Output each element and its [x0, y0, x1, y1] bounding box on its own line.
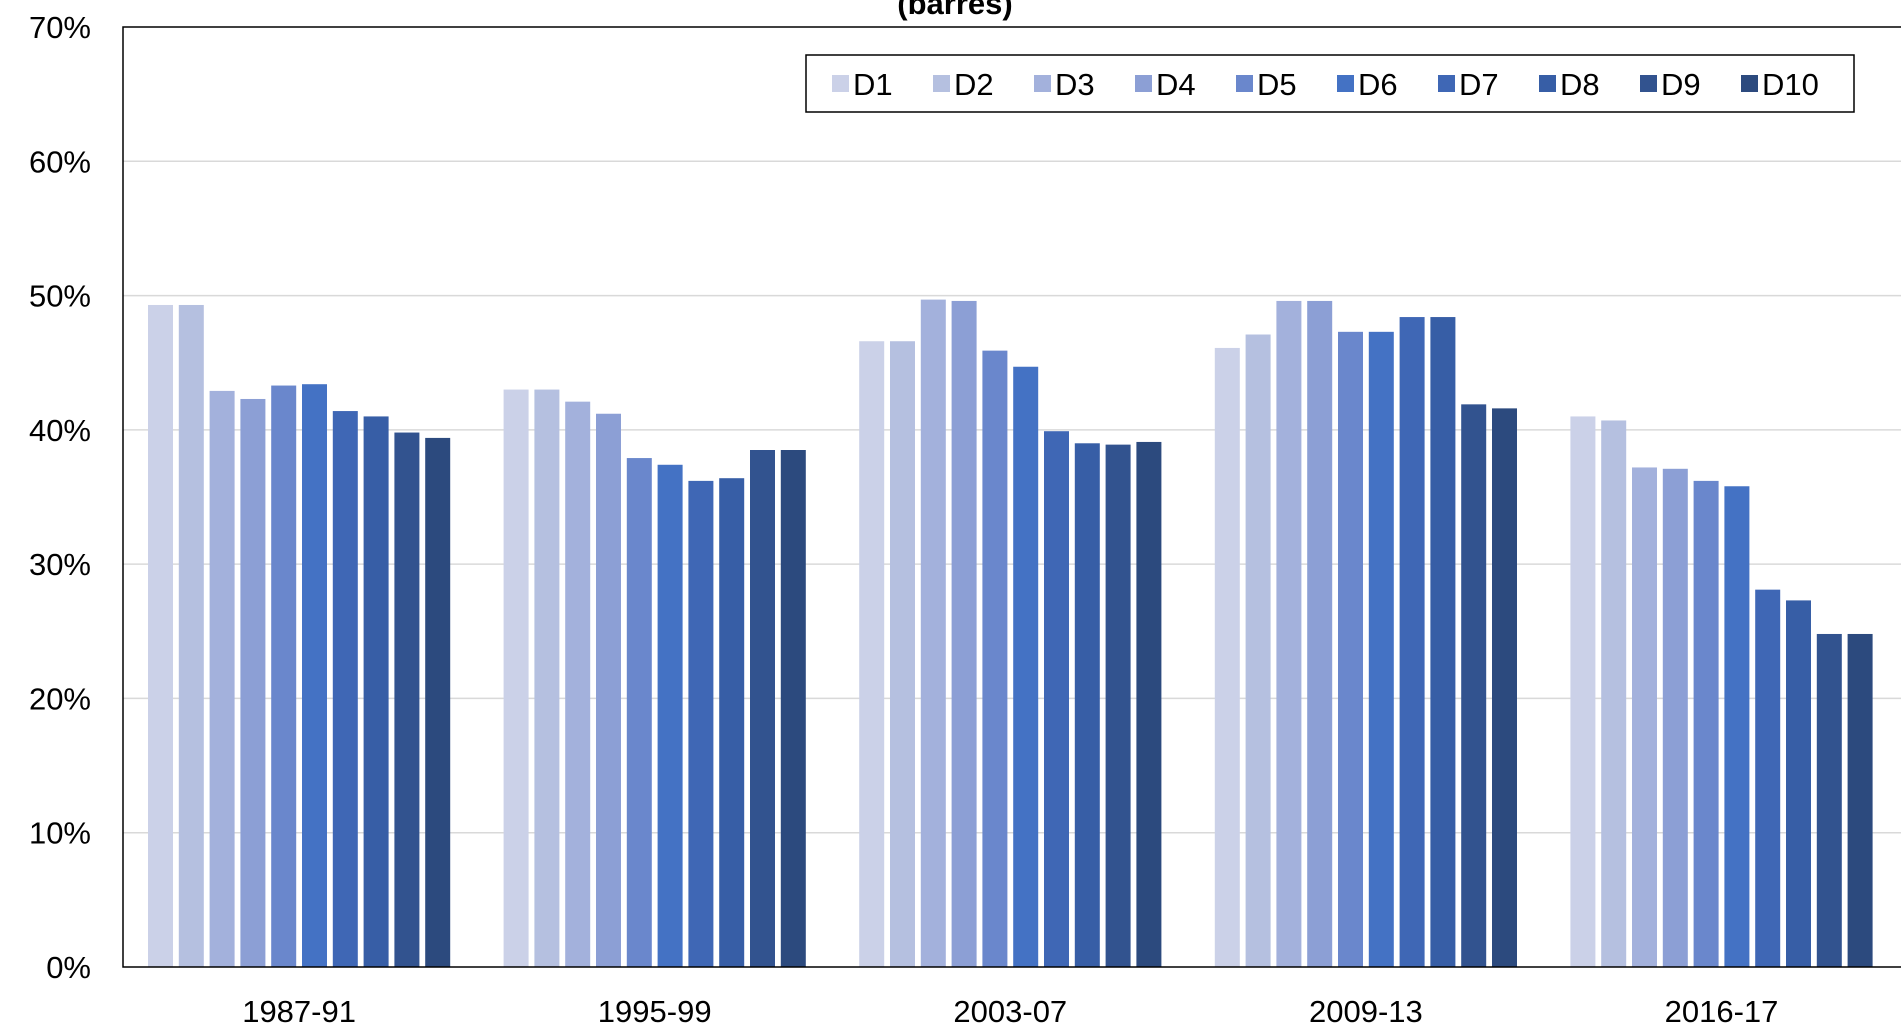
bar-d4-2009-13: [1307, 300, 1333, 967]
legend-swatch-d5: [1236, 75, 1253, 92]
legend-swatch-d10: [1741, 75, 1758, 92]
y-tick-label: 30%: [29, 547, 91, 582]
bar-d9-1987-91: [394, 432, 420, 967]
bar-d5-1995-99: [626, 458, 652, 967]
bar-d3-2016-17: [1632, 467, 1657, 967]
bar-d1-2009-13: [1214, 347, 1240, 967]
bar-d6-2009-13: [1368, 331, 1394, 967]
legend-swatch-d6: [1337, 75, 1354, 92]
x-axis-category-labels: 1987-91 1995-99 2003-07 2009-13 2016-17: [242, 994, 1779, 1029]
x-tick-label: 1987-91: [242, 994, 356, 1028]
plot-area-frame: [122, 26, 1901, 968]
bar-d6-2003-07: [1013, 366, 1039, 967]
bar-d7-2009-13: [1399, 317, 1425, 967]
bar-d3-1987-91: [209, 390, 235, 967]
legend-swatch-d2: [933, 75, 950, 92]
legend-swatch-d1: [832, 75, 849, 92]
x-tick-label: 2016-17: [1665, 994, 1779, 1028]
legend-label-d3: D3: [1055, 67, 1095, 102]
bar-d3-2003-07: [920, 299, 946, 968]
bar-d10-2003-07: [1136, 441, 1162, 967]
y-tick-label: 50%: [29, 279, 91, 314]
bar-d9-2003-07: [1105, 444, 1131, 968]
legend-label-d10: D10: [1762, 67, 1819, 102]
legend-label-d9: D9: [1661, 67, 1701, 102]
bar-d7-2003-07: [1044, 431, 1069, 967]
legend-label-d7: D7: [1459, 67, 1499, 102]
legend-label-d2: D2: [954, 67, 994, 102]
bar-d1-1987-91: [148, 304, 173, 967]
bar-d2-1987-91: [178, 304, 204, 967]
bar-d6-2016-17: [1724, 486, 1750, 967]
y-tick-label: 70%: [29, 10, 91, 45]
legend-label-d4: D4: [1156, 67, 1196, 102]
bar-d8-2003-07: [1074, 443, 1100, 967]
bar-d10-1995-99: [780, 450, 806, 967]
bar-d6-1987-91: [302, 384, 327, 967]
y-tick-label: 20%: [29, 681, 91, 716]
bar-d4-1987-91: [240, 398, 266, 967]
bar-d2-2009-13: [1245, 334, 1271, 967]
bars: [148, 299, 1873, 968]
chart-title: (barres): [897, 0, 1012, 21]
legend-label-d6: D6: [1358, 67, 1398, 102]
bar-d3-1995-99: [565, 401, 591, 968]
bar-d2-2016-17: [1601, 420, 1627, 967]
bar-d5-2016-17: [1693, 480, 1719, 967]
bar-d6-1995-99: [657, 464, 683, 967]
bar-d9-2016-17: [1816, 633, 1842, 967]
legend-swatch-d9: [1640, 75, 1657, 92]
bar-d10-2009-13: [1492, 408, 1517, 967]
bar-d2-2003-07: [890, 341, 915, 967]
legend-swatch-d7: [1438, 75, 1455, 92]
bar-d4-2016-17: [1662, 468, 1688, 967]
bar-d5-2009-13: [1338, 331, 1363, 967]
bar-d9-2009-13: [1461, 404, 1487, 967]
legend-swatch-d4: [1135, 75, 1152, 92]
bar-d5-1987-91: [271, 385, 297, 967]
y-tick-label: 0%: [46, 950, 91, 985]
y-axis-tick-labels: 0% 10% 20% 30% 40% 50% 60% 70%: [29, 10, 91, 985]
legend-label-d5: D5: [1257, 67, 1297, 102]
bar-d4-2003-07: [951, 300, 977, 967]
y-tick-label: 60%: [29, 144, 91, 179]
legend-box: [805, 54, 1855, 113]
bar-d7-1995-99: [688, 480, 714, 967]
bar-d9-1995-99: [750, 450, 775, 967]
y-tick-label: 40%: [29, 413, 91, 448]
bar-d7-1987-91: [332, 411, 358, 967]
bar-d2-1995-99: [534, 389, 560, 968]
legend-swatch-d3: [1034, 75, 1051, 92]
x-tick-label: 2003-07: [953, 994, 1067, 1028]
y-tick-label: 10%: [29, 816, 91, 851]
bar-d1-1995-99: [503, 389, 529, 968]
legend-label-d8: D8: [1560, 67, 1600, 102]
bar-d7-2016-17: [1755, 589, 1781, 967]
bar-d8-2009-13: [1430, 317, 1456, 967]
bar-d1-2003-07: [859, 341, 885, 967]
legend: D1 D2 D3 D4 D5 D6 D7 D8 D9 D10: [805, 54, 1855, 113]
x-tick-label: 2009-13: [1309, 994, 1423, 1028]
bar-d10-1987-91: [425, 437, 451, 967]
bar-d10-2016-17: [1847, 633, 1873, 967]
bar-d5-2003-07: [982, 350, 1008, 968]
legend-label-d1: D1: [853, 67, 893, 102]
bar-d8-2016-17: [1786, 600, 1811, 967]
bar-d4-1995-99: [596, 413, 621, 967]
bar-d1-2016-17: [1570, 416, 1596, 967]
x-tick-label: 1995-99: [598, 994, 712, 1028]
bar-d8-1995-99: [719, 478, 745, 967]
legend-swatch-d8: [1539, 75, 1556, 92]
bar-d8-1987-91: [363, 416, 389, 967]
bar-d3-2009-13: [1276, 300, 1302, 967]
